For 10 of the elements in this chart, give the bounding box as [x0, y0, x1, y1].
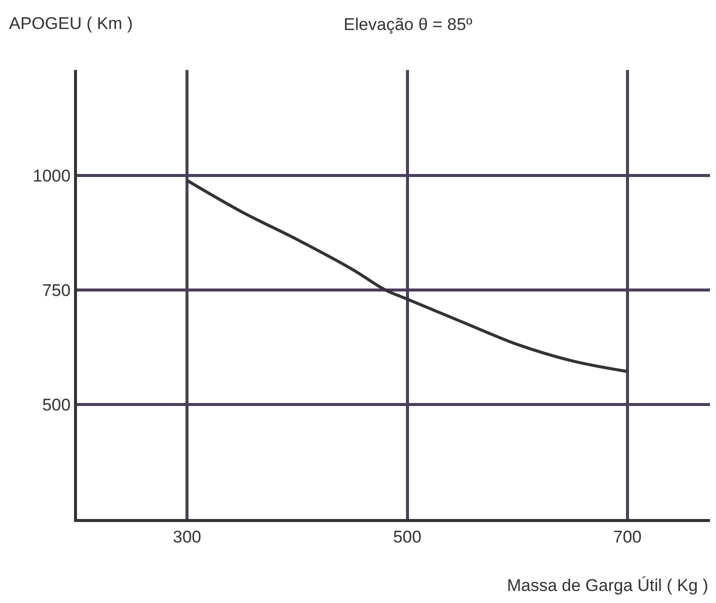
y-tick-label: 750 — [42, 280, 71, 300]
x-tick-label: 700 — [613, 527, 642, 546]
x-tick-label: 300 — [172, 527, 202, 546]
line-series — [186, 178, 629, 373]
x-axis-title: Massa de Garga Útil ( Kg ) — [507, 576, 708, 595]
x-tick-label: 500 — [393, 527, 422, 546]
y-tick-label: 1000 — [32, 166, 71, 186]
chart-title: Elevação θ = 85º — [344, 14, 472, 34]
y-tick-label: 500 — [42, 395, 71, 414]
y-axis-title: APOGEU ( Km ) — [9, 14, 133, 33]
